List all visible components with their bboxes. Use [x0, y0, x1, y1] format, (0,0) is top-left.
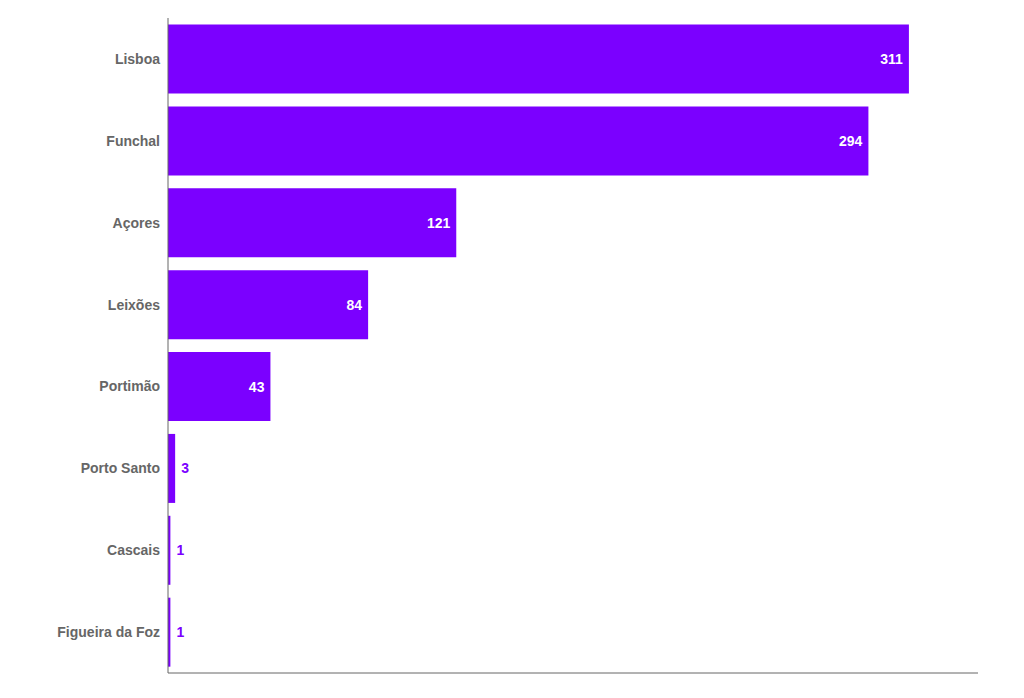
svg-text:311: 311 [880, 51, 903, 67]
svg-text:84: 84 [347, 297, 363, 313]
svg-text:Porto Santo: Porto Santo [81, 460, 160, 476]
svg-text:1: 1 [176, 542, 184, 558]
svg-text:Figueira da Foz: Figueira da Foz [57, 624, 160, 640]
svg-text:Funchal: Funchal [106, 133, 160, 149]
svg-text:121: 121 [427, 215, 451, 231]
svg-text:Açores: Açores [113, 215, 161, 231]
svg-text:43: 43 [249, 379, 265, 395]
svg-text:1: 1 [176, 624, 184, 640]
svg-text:294: 294 [839, 133, 863, 149]
svg-text:Lisboa: Lisboa [115, 51, 160, 67]
svg-text:Cascais: Cascais [107, 542, 160, 558]
svg-text:Leixões: Leixões [108, 297, 160, 313]
svg-text:3: 3 [181, 460, 189, 476]
svg-text:Portimão: Portimão [99, 378, 160, 394]
